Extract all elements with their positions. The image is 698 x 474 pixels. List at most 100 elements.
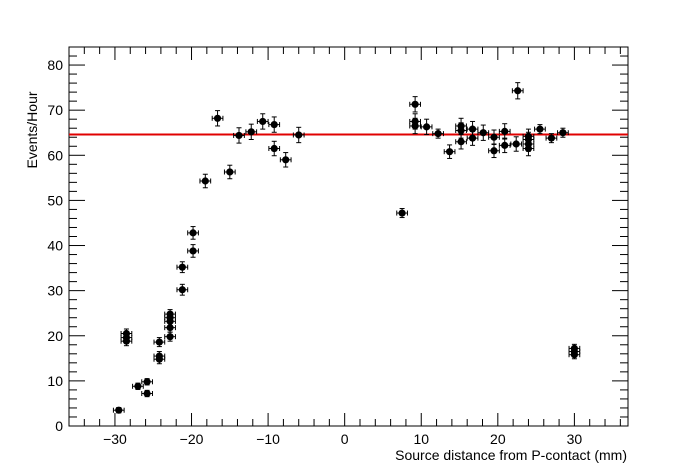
data-point [141,389,153,398]
data-point [455,117,467,135]
data-marker [490,133,498,141]
data-point [488,143,500,159]
data-point [510,136,523,152]
x-tick-label: 20 [490,431,506,447]
data-point [409,117,421,135]
y-tick-label: 80 [47,57,63,73]
data-point [176,283,189,296]
data-point [522,128,535,145]
data-marker [501,127,509,135]
data-marker [235,131,243,140]
data-marker [559,129,567,137]
data-marker [423,123,431,131]
data-point [409,96,421,113]
y-axis-title: Events/Hour [24,91,40,168]
data-marker [201,177,209,185]
data-marker [247,128,255,136]
data-marker [166,310,174,318]
x-tick-label: −20 [180,431,204,447]
data-marker [457,122,465,130]
data-point [153,351,166,362]
y-tick-label: 10 [47,373,63,389]
data-point [223,164,236,180]
data-point [245,123,258,140]
data-point [432,128,444,139]
y-tick-label: 0 [55,418,63,434]
data-point [164,331,176,342]
y-tick-label: 20 [47,328,63,344]
data-marker [282,156,290,164]
data-marker [270,144,278,153]
data-marker [155,352,163,360]
data-marker [189,229,197,237]
data-point [545,133,558,144]
data-marker [270,121,278,129]
x-tick-label: −10 [256,431,280,447]
y-tick-label: 40 [47,238,63,254]
data-points [112,82,581,414]
data-marker [536,125,544,133]
data-point [443,144,456,159]
data-marker [143,378,151,386]
data-point [292,126,305,144]
axis-ticks: −30 −20 −10 0 10 20 30 0 10 20 30 40 50 60 70 80 [47,46,628,447]
data-marker [134,382,142,390]
data-marker [445,148,454,156]
data-marker [398,209,406,217]
data-marker [226,168,234,176]
data-marker [143,389,151,398]
data-point [164,309,176,320]
data-marker [490,147,498,155]
data-point [396,208,408,219]
x-tick-label: 10 [413,431,429,447]
data-point [568,343,581,353]
data-marker [434,130,442,138]
data-marker [570,344,578,352]
data-point [233,127,245,144]
data-marker [514,87,522,95]
data-point [120,328,133,339]
data-point [534,124,546,135]
data-marker [122,329,131,338]
y-tick-label: 70 [47,102,63,118]
data-marker [524,132,533,140]
data-marker [457,138,465,146]
data-point [187,226,199,240]
data-marker [178,286,186,294]
data-marker [547,134,556,142]
data-marker [479,129,487,137]
x-tick-label: 0 [341,431,349,447]
data-marker [512,140,520,148]
data-marker [155,338,163,346]
plot-frame [68,46,629,427]
data-marker [115,406,123,414]
data-point [498,123,511,140]
data-point [477,124,490,141]
data-marker [295,131,303,139]
data-point [498,137,511,154]
data-point [112,406,125,414]
data-point [420,118,433,136]
x-tick-label: 30 [567,431,583,447]
y-tick-label: 60 [47,147,63,163]
data-marker [178,263,186,271]
x-tick-label: −30 [103,431,127,447]
data-point [268,140,281,157]
data-marker [501,141,509,149]
x-axis-title: Source distance from P-contact (mm) [395,447,627,463]
y-tick-label: 30 [47,283,63,299]
data-point [279,152,292,168]
data-marker [189,247,197,255]
data-point [132,382,144,390]
data-point [511,82,524,100]
data-marker [166,333,174,341]
data-point [187,244,199,258]
data-point [211,110,224,127]
data-marker [411,122,419,130]
data-point [141,378,153,386]
data-point [153,337,166,348]
data-point [268,116,281,133]
data-marker [259,117,267,126]
data-point [199,173,212,189]
